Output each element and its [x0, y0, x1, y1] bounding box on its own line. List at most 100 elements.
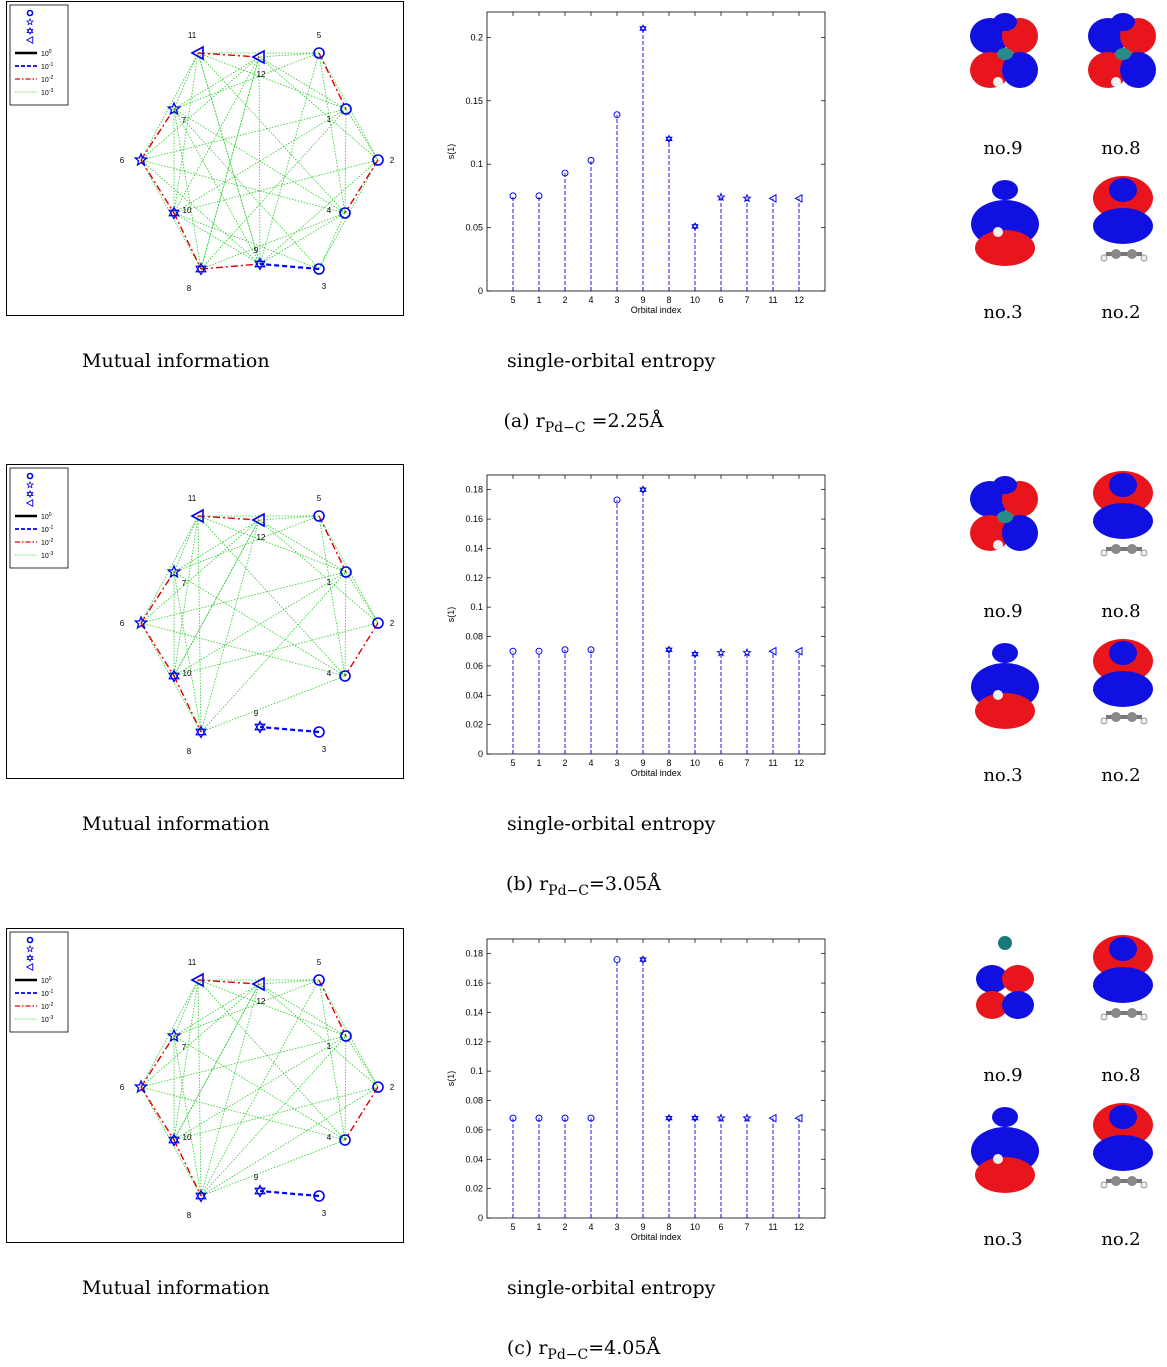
orbital-node-label: 5 — [317, 958, 322, 967]
entropy-marker — [768, 1113, 777, 1123]
orbital-node-marker — [339, 207, 351, 219]
orbital-node-marker — [372, 1081, 384, 1093]
entropy-marker — [716, 192, 726, 202]
mi-link-weakest — [173, 515, 199, 677]
single-orbital-entropy-chart: 0 0.02 0.04 0.06 0.08 0.1 0.12 0.14 0.16 0.18 s(1)… — [446, 474, 826, 778]
subfigure-caption: (b) rPd−C=3.05Å — [0, 873, 1167, 899]
y-tick-label: 0.06 — [465, 1125, 483, 1135]
legend-hex-marker — [26, 953, 34, 963]
mi-link-weakest — [345, 571, 379, 624]
mi-link-weakest — [200, 571, 347, 733]
orbital-node-label: 9 — [254, 1173, 259, 1182]
mi-link-weakest — [318, 979, 346, 1141]
mi-link-weak — [173, 675, 202, 733]
mi-link-weakest — [140, 1086, 346, 1141]
mi-link-weakest — [173, 983, 260, 1141]
mi-link-weakest — [173, 212, 320, 270]
x-tick-label: 1 — [536, 1222, 541, 1232]
mi-link-weakest — [258, 983, 347, 1037]
orbital-label: no.2 — [1101, 1229, 1141, 1250]
y-tick-label: 0.12 — [465, 1037, 483, 1047]
legend-line-label: 10-2 — [41, 538, 53, 547]
orbital-node-marker — [339, 670, 351, 682]
x-tick-label: 3 — [614, 295, 619, 305]
mi-link-weak — [140, 159, 175, 214]
mi-link-medium — [259, 1189, 320, 1198]
mi-link-weakest — [173, 52, 320, 110]
mi-link-weakest — [140, 519, 260, 624]
y-tick-label: 0.05 — [465, 223, 483, 233]
y-tick-label: 0.16 — [465, 514, 483, 524]
y-tick-label: 0.08 — [465, 1096, 483, 1106]
legend-line-label: 10-2 — [41, 75, 53, 84]
mi-link-weakest — [173, 515, 199, 573]
mi-link-weakest — [318, 52, 379, 161]
x-tick-label: 7 — [744, 295, 749, 305]
orbital-node-marker — [372, 617, 384, 629]
subcaption-prefix: (a) r — [503, 410, 545, 432]
orbital-node-marker — [168, 669, 180, 683]
orbital-node-marker — [195, 1189, 207, 1203]
mi-link-weakest — [197, 515, 202, 733]
orbital-label: no.9 — [983, 601, 1023, 622]
plot-area — [486, 474, 826, 755]
entropy-marker — [742, 1113, 752, 1123]
orbital-node-marker — [340, 103, 352, 115]
y-tick-label: 0.2 — [470, 32, 483, 42]
subcaption-prefix: (c) r — [506, 1337, 548, 1359]
mutual-information-caption: Mutual information — [82, 350, 270, 372]
legend-line-label: 10-3 — [41, 551, 53, 560]
y-tick-label: 0.02 — [465, 720, 483, 730]
entropy-caption: single-orbital entropy — [507, 1277, 716, 1299]
mi-link-weakest — [318, 212, 346, 270]
orbital-isosurface-image — [971, 643, 1039, 729]
x-tick-label: 11 — [768, 295, 777, 305]
legend-hex-marker — [26, 26, 34, 36]
mi-link-weakest — [140, 108, 347, 161]
orbital-node-marker — [339, 1134, 351, 1146]
entropy-marker — [716, 1113, 726, 1123]
entropy-marker — [535, 647, 543, 655]
x-tick-label: 1 — [536, 295, 541, 305]
mi-legend: 100 10-1 10-2 10-3 — [9, 931, 69, 1033]
x-tick-label: 6 — [718, 295, 723, 305]
orbital-label: no.8 — [1101, 138, 1141, 159]
orbital-node-label: 2 — [390, 1083, 395, 1092]
orbital-node-label: 12 — [257, 997, 266, 1006]
orbital-node-label: 12 — [257, 70, 266, 79]
x-tick-label: 5 — [510, 758, 515, 768]
mutual-information-plot: 5 1 2 4 3 9 8 10 6 7 11 12 100 10-1 10-2 10-3 — [6, 928, 404, 1243]
entropy-marker — [561, 1114, 569, 1122]
subcaption-subscript: Pd−C — [544, 419, 586, 436]
entropy-marker — [561, 646, 569, 654]
orbital-node-marker — [254, 257, 266, 271]
mi-link-weakest — [197, 515, 347, 573]
mi-link-weakest — [259, 212, 346, 265]
legend-circle-marker — [26, 472, 34, 480]
y-tick-label: 0 — [478, 749, 483, 759]
x-tick-label: 9 — [640, 1222, 645, 1232]
orbital-isosurface-image — [976, 936, 1034, 1019]
orbital-node-label: 1 — [327, 578, 332, 587]
y-tick-label: 0 — [478, 286, 483, 296]
mi-link-weakest — [258, 56, 379, 161]
x-tick-label: 9 — [640, 295, 645, 305]
orbital-node-label: 9 — [254, 246, 259, 255]
orbital-node-label: 12 — [257, 533, 266, 542]
orbital-node-label: 9 — [254, 709, 259, 718]
mi-link-weakest — [173, 108, 261, 265]
mi-link-weakest — [200, 108, 347, 270]
mi-link-weak — [140, 622, 175, 677]
orbital-node-marker — [313, 974, 325, 986]
orbital-node-label: 1 — [327, 115, 332, 124]
legend-line-label: 10-1 — [41, 989, 53, 998]
orbital-node-marker — [254, 720, 266, 734]
orbital-node-marker — [313, 726, 325, 738]
mi-link-weak — [140, 108, 175, 161]
orbital-node-label: 3 — [322, 1209, 327, 1218]
orbital-node-label: 2 — [390, 156, 395, 165]
mi-link-weak — [344, 622, 379, 677]
x-tick-label: 2 — [562, 1222, 567, 1232]
legend-tri-marker — [25, 35, 34, 45]
mi-link-weakest — [173, 52, 199, 214]
